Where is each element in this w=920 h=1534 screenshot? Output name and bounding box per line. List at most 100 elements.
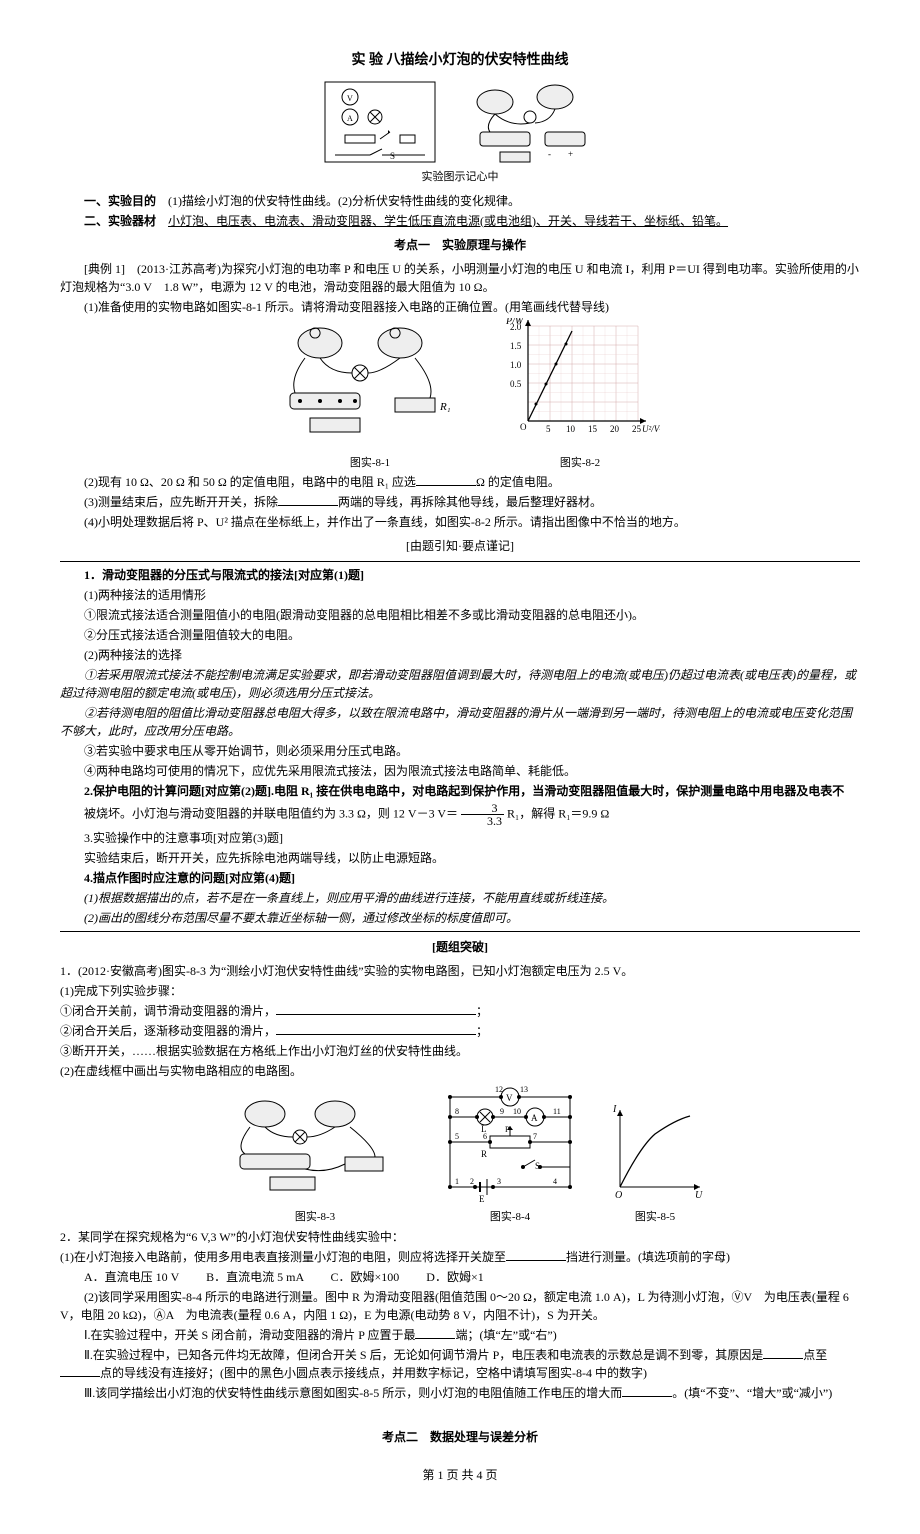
- blank-p2IIa: [763, 1346, 803, 1359]
- ex1-q3a: (3)测量结束后，应先断开开关，拆除: [84, 495, 278, 509]
- note1-2b: ②若待测电阻的阻值比滑动变阻器总电阻大得多，以致在限流电路中，滑动变阻器的滑片从…: [60, 704, 860, 740]
- svg-text:25: 25: [632, 424, 642, 434]
- p2-II-a: Ⅱ.在实验过程中，已知各元件均无故障，但闭合开关 S 后，无论如何调节滑片 P，…: [84, 1348, 763, 1362]
- top-figure-row: V A S + - 实验图示记心中: [60, 77, 860, 186]
- svg-text:2.0: 2.0: [510, 322, 522, 332]
- p2-optA: A．直流电压 10 V: [84, 1270, 179, 1284]
- blank-p21: [506, 1248, 566, 1261]
- note1-1b: ②分压式接法适合测量阻值较大的电阻。: [60, 626, 860, 644]
- p2-optC: C．欧姆×100: [331, 1270, 400, 1284]
- p2-1a: (1)在小灯泡接入电路前，使用多用电表直接测量小灯泡的电阻，则应将选择开关旋至: [60, 1250, 506, 1264]
- p2-III-a: Ⅲ.该同学描绘出小灯泡的伏安特性曲线示意图如图实-8-5 所示，则小灯泡的电阻值…: [84, 1386, 622, 1400]
- top-figure-caption: 实验图示记心中: [60, 169, 860, 186]
- p1-1a-a: ①闭合开关前，调节滑动变阻器的滑片，: [60, 1004, 276, 1018]
- note1-1: (1)两种接法的适用情形: [60, 586, 860, 604]
- svg-text:13: 13: [520, 1085, 528, 1094]
- purpose-text: (1)描绘小灯泡的伏安特性曲线。(2)分析伏安特性曲线的变化规律。: [168, 194, 520, 208]
- equipment-text: 小灯泡、电压表、电流表、滑动变阻器、学生低压直流电源(或电池组)、开关、导线若干…: [168, 214, 728, 228]
- p2-1: (1)在小灯泡接入电路前，使用多用电表直接测量小灯泡的电阻，则应将选择开关旋至 挡…: [60, 1248, 860, 1266]
- p2-1b: 挡进行测量。(填选项前的字母): [566, 1250, 730, 1264]
- purpose-label: 一、实验目的: [84, 194, 156, 208]
- equipment-label: 二、实验器材: [84, 214, 156, 228]
- p1-2: (2)在虚线框中画出与实物电路相应的电路图。: [60, 1062, 860, 1080]
- note2-b: 被烧坏。小灯泡与滑动变阻器的并联电阻值约为 3.3 Ω，则 12 V－3 V＝: [84, 806, 458, 820]
- note1-title: 1．滑动变阻器的分压式与限流式的接法[对应第(1)题]: [60, 566, 860, 584]
- note1-2d: ④两种电路均可使用的情况下，应优先采用限流式接法，因为限流式接法电路简单、耗能低…: [60, 762, 860, 780]
- p2-I: Ⅰ.在实验过程中，开关 S 闭合前，滑动变阻器的滑片 P 应置于最端；(填“左”…: [60, 1326, 860, 1344]
- blank-p1b: [276, 1022, 476, 1035]
- blank-p2IIb: [60, 1364, 100, 1377]
- svg-text:9: 9: [500, 1107, 504, 1116]
- svg-text:6: 6: [483, 1132, 487, 1141]
- svg-text:O: O: [520, 422, 527, 432]
- svg-text:I: I: [612, 1104, 617, 1115]
- ex1-q2b: Ω 的定值电阻。: [476, 475, 560, 489]
- svg-text:2: 2: [470, 1177, 474, 1186]
- fig-8-1: R₁: [260, 318, 480, 448]
- blank-p2I: [415, 1326, 455, 1339]
- fig-8-4: V 1213 L A 891011 P R 567 S 1 E 234: [435, 1082, 585, 1202]
- svg-text:5: 5: [546, 424, 551, 434]
- ex1-q2: (2)现有 10 Ω、20 Ω 和 50 Ω 的定值电阻，电路中的电阻 R₁ 应…: [60, 473, 860, 491]
- note1-1a: ①限流式接法适合测量阻值小的电阻(跟滑动变阻器的总电阻相比相差不多或比滑动变阻器…: [60, 606, 860, 624]
- p2-I-a: Ⅰ.在实验过程中，开关 S 闭合前，滑动变阻器的滑片 P 应置于最: [84, 1328, 415, 1342]
- fig-8-2-chart: P/W 2.0 1.5 1.0 0.5 O 5 10 15 20 25 U²/V…: [500, 318, 660, 448]
- svg-text:7: 7: [533, 1132, 537, 1141]
- note-box: 1．滑动变阻器的分压式与限流式的接法[对应第(1)题] (1)两种接法的适用情形…: [60, 566, 860, 927]
- svg-text:10: 10: [566, 424, 576, 434]
- p2-II-c: 点的导线没有连接好；(图中的黑色小圆点表示接线点，并用数字标记，空格中请填写图实…: [100, 1366, 647, 1380]
- purpose-line: 一、实验目的 (1)描绘小灯泡的伏安特性曲线。(2)分析伏安特性曲线的变化规律。: [60, 192, 860, 210]
- note4-title: 4.描点作图时应注意的问题[对应第(4)题]: [60, 869, 860, 887]
- ex1-lead: [典例 1] (2013·江苏高考)为探究小灯泡的电功率 P 和电压 U 的关系…: [60, 260, 860, 296]
- note2-c: R₁，解得 R₁＝9.9 Ω: [507, 806, 609, 820]
- p1-lead: 1．(2012·安徽高考)图实-8-3 为“测绘小灯泡伏安特性曲线”实验的实物电…: [60, 962, 860, 980]
- note2-line2: 被烧坏。小灯泡与滑动变阻器的并联电阻值约为 3.3 Ω，则 12 V－3 V＝ …: [60, 802, 860, 827]
- page-title: 实 验 八描绘小灯泡的伏安特性曲线: [60, 50, 860, 71]
- svg-text:1: 1: [455, 1177, 459, 1186]
- hr-top: [60, 561, 860, 562]
- fig-8-5: I O U: [605, 1102, 705, 1202]
- blank-r1: [416, 473, 476, 486]
- note4-2: (2)画出的图线分布范围尽量不要太靠近坐标轴一侧，通过修改坐标的标度值即可。: [60, 909, 860, 927]
- ex1-q3: (3)测量结束后，应先断开开关，拆除 两端的导线，再拆除其他导线，最后整理好器材。: [60, 493, 860, 511]
- svg-text:1.5: 1.5: [510, 341, 522, 351]
- note1-2c: ③若实验中要求电压从零开始调节，则必须采用分压式电路。: [60, 742, 860, 760]
- svg-text:8: 8: [455, 1107, 459, 1116]
- p2-II: Ⅱ.在实验过程中，已知各元件均无故障，但闭合开关 S 后，无论如何调节滑片 P，…: [60, 1346, 860, 1382]
- p2-III-b: 。(填“不变”、“增大”或“减小”): [672, 1386, 832, 1400]
- svg-text:U: U: [695, 1190, 703, 1201]
- svg-text:0.5: 0.5: [510, 379, 522, 389]
- hr-bottom: [60, 931, 860, 932]
- svg-text:A: A: [531, 1113, 538, 1123]
- svg-text:4: 4: [553, 1177, 557, 1186]
- note3-title: 3.实验操作中的注意事项[对应第(3)题]: [60, 829, 860, 847]
- top-realistic-figure: + -: [460, 77, 600, 167]
- note4-1: (1)根据数据描出的点，若不是在一条直线上，则应用平滑的曲线进行连接，不能用直线…: [60, 889, 860, 907]
- svg-text:O: O: [615, 1190, 622, 1201]
- note1-2: (2)两种接法的选择: [60, 646, 860, 664]
- note3-body: 实验结束后，断开开关，应先拆除电池两端导线，以防止电源短路。: [60, 849, 860, 867]
- fig84-caption: 图实-8-4: [435, 1209, 585, 1226]
- fig83-caption: 图实-8-3: [215, 1209, 415, 1226]
- p2-options: A．直流电压 10 V B．直流电流 5 mA C．欧姆×100 D．欧姆×1: [60, 1268, 860, 1286]
- fig85-caption: 图实-8-5: [605, 1209, 705, 1226]
- kd1-heading: 考点一 实验原理与操作: [60, 236, 860, 254]
- p1-1: (1)完成下列实验步骤：: [60, 982, 860, 1000]
- svg-text:11: 11: [553, 1107, 561, 1116]
- svg-text:R₁: R₁: [439, 401, 451, 413]
- p2-optB: B．直流电流 5 mA: [206, 1270, 303, 1284]
- p1-1a: ①闭合开关前，调节滑动变阻器的滑片，；: [60, 1002, 860, 1020]
- svg-text:+: +: [568, 149, 573, 159]
- svg-text:R: R: [481, 1149, 487, 1159]
- ex1-q3b: 两端的导线，再拆除其他导线，最后整理好器材。: [338, 495, 602, 509]
- svg-text:5: 5: [455, 1132, 459, 1141]
- ex1-q2a: (2)现有 10 Ω、20 Ω 和 50 Ω 的定值电阻，电路中的电阻 R₁ 应…: [84, 475, 416, 489]
- note1-2a: ①若采用限流式接法不能控制电流满足实验要求，即若滑动变阻器阻值调到最大时，待测电…: [60, 666, 860, 702]
- svg-text:12: 12: [495, 1085, 503, 1094]
- fig-row-81-82: R₁ 图实-8-1: [60, 318, 860, 472]
- p2-2: (2)该同学采用图实-8-4 所示的电路进行测量。图中 R 为滑动变阻器(阻值范…: [60, 1288, 860, 1324]
- p2-II-b: 点至: [803, 1348, 827, 1362]
- p1-1b: ②闭合开关后，逐渐移动变阻器的滑片，；: [60, 1022, 860, 1040]
- blank-remove: [278, 493, 338, 506]
- ex1-q1: (1)准备使用的实物电路如图实-8-1 所示。请将滑动变阻器接入电路的正确位置。…: [60, 298, 860, 316]
